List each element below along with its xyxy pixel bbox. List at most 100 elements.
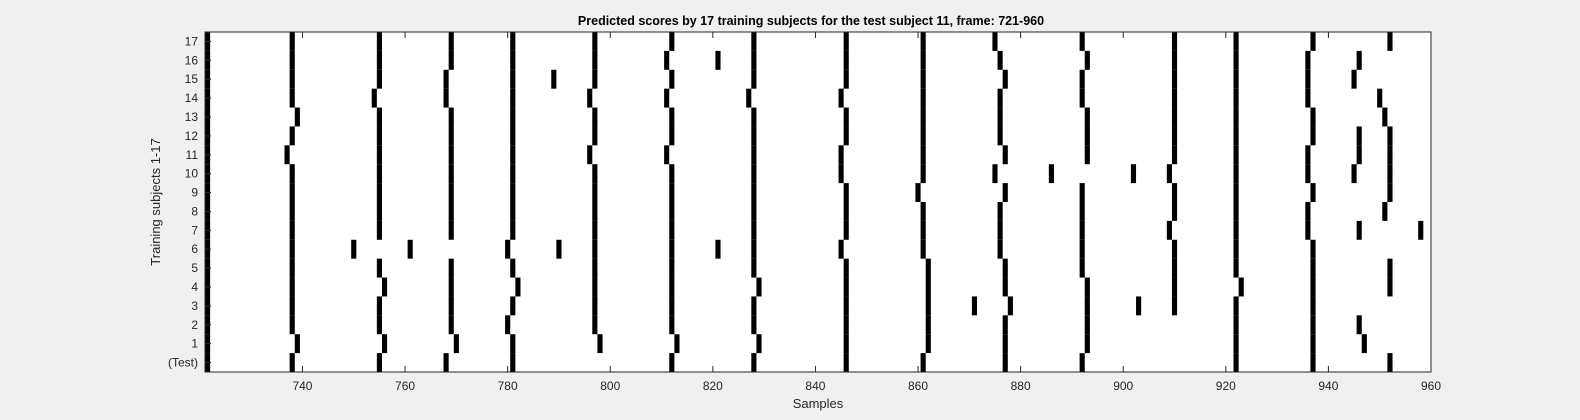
spike-mark	[1310, 183, 1316, 202]
spike-mark	[1356, 315, 1362, 335]
spike-mark	[1351, 164, 1357, 184]
spike-mark	[843, 220, 849, 240]
spike-mark	[1310, 126, 1316, 146]
spike-mark	[289, 164, 295, 184]
spike-mark	[920, 50, 926, 70]
spike-mark	[1171, 239, 1178, 259]
spike-mark	[1310, 32, 1316, 51]
spike-mark	[289, 183, 295, 202]
spike-mark	[1233, 50, 1239, 70]
spike-mark	[1387, 183, 1393, 202]
spike-mark	[925, 258, 931, 278]
spike-mark	[925, 334, 931, 354]
spike-mark	[1084, 145, 1090, 165]
spike-mark	[1166, 220, 1172, 240]
spike-mark	[1130, 164, 1137, 184]
x-tick-label: 820	[703, 379, 723, 393]
spike-mark	[1171, 32, 1178, 51]
y-tick-label: 13	[185, 110, 199, 124]
spike-mark	[1171, 107, 1178, 127]
spike-mark	[920, 202, 926, 221]
spike-mark	[1305, 69, 1311, 89]
x-tick-label: 800	[600, 379, 620, 393]
spike-mark	[510, 126, 516, 146]
spike-mark	[664, 145, 670, 165]
spike-mark	[843, 258, 849, 278]
spike-mark	[756, 334, 762, 354]
spike-mark	[1171, 50, 1178, 70]
spike-mark	[751, 164, 757, 184]
spike-mark	[1377, 88, 1383, 108]
spike-mark	[510, 296, 516, 316]
x-tick-label: 900	[1113, 379, 1133, 393]
spike-mark	[843, 353, 849, 372]
x-tick-label: 840	[805, 379, 825, 393]
spike-mark	[448, 126, 454, 146]
spike-marks	[205, 32, 1424, 372]
spike-mark	[1233, 183, 1239, 202]
spike-mark	[751, 353, 757, 372]
spike-mark	[1084, 126, 1090, 146]
spike-mark	[1233, 239, 1239, 259]
spike-mark	[376, 145, 382, 165]
spike-mark	[1356, 50, 1362, 70]
spike-mark	[597, 334, 603, 354]
spike-mark	[1002, 353, 1008, 372]
y-tick-label: 16	[185, 53, 199, 67]
y-tick-label: 6	[191, 242, 198, 256]
spike-mark	[1002, 145, 1008, 165]
spike-mark	[843, 296, 849, 316]
spike-mark	[669, 258, 675, 278]
spike-mark	[669, 164, 675, 184]
y-tick-label: 12	[185, 129, 199, 143]
spike-mark	[510, 88, 516, 108]
spike-mark	[715, 239, 721, 259]
spike-mark	[920, 32, 926, 51]
spike-mark	[294, 107, 300, 127]
spike-mark	[751, 183, 757, 202]
spike-mark	[751, 258, 757, 278]
spike-mark	[1002, 183, 1008, 202]
spike-mark	[376, 315, 382, 335]
spike-mark	[1351, 69, 1357, 89]
spike-mark	[838, 164, 844, 184]
y-tick-label: 11	[186, 148, 199, 162]
y-tick-label: 15	[185, 72, 199, 86]
spike-mark	[448, 202, 454, 221]
spike-mark	[1305, 220, 1311, 240]
spike-mark	[1233, 32, 1239, 51]
y-tick-label: 17	[185, 34, 199, 48]
spike-mark	[1387, 32, 1393, 51]
spike-mark	[1171, 202, 1178, 221]
spike-mark	[592, 69, 598, 89]
spike-mark	[592, 315, 598, 335]
spike-mark	[1079, 353, 1085, 372]
spike-mark	[510, 258, 516, 278]
spike-mark	[1079, 258, 1085, 278]
spike-mark	[925, 277, 931, 297]
spike-mark	[1233, 315, 1239, 335]
spike-mark	[510, 202, 516, 221]
spike-mark	[843, 183, 849, 202]
spike-mark	[376, 183, 382, 202]
spike-mark	[843, 107, 849, 127]
spike-mark	[1079, 32, 1085, 51]
y-tick-label: 9	[191, 186, 198, 200]
spike-mark	[289, 315, 295, 335]
spike-mark	[289, 126, 295, 146]
spike-mark	[1233, 220, 1239, 240]
spike-mark	[381, 277, 388, 297]
spike-mark	[1166, 164, 1172, 184]
spike-mark	[751, 32, 757, 51]
spike-mark	[505, 315, 511, 335]
spike-mark	[843, 69, 849, 89]
spike-mark	[997, 220, 1003, 240]
spike-mark	[1136, 296, 1142, 316]
spike-mark	[920, 126, 926, 146]
spike-mark	[1079, 202, 1085, 221]
spike-mark	[1171, 258, 1178, 278]
spike-mark	[971, 296, 978, 316]
spike-mark	[1310, 353, 1316, 372]
spike-mark	[592, 239, 598, 259]
